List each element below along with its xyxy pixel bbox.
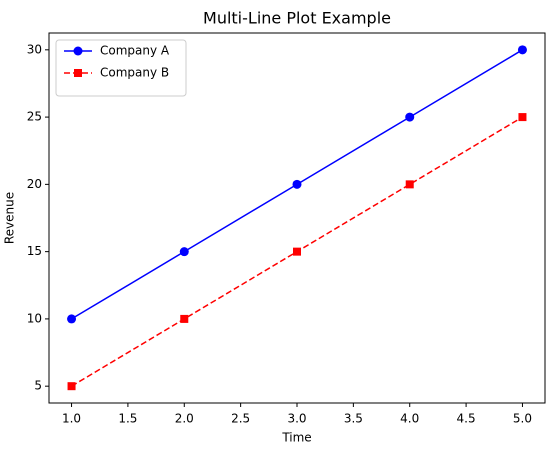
marker [179, 247, 189, 257]
x-tick-label: 4.5 [457, 412, 476, 426]
marker [292, 179, 302, 189]
legend-marker [73, 46, 83, 56]
y-tick-label: 5 [34, 379, 42, 393]
marker [405, 180, 414, 189]
y-tick-label: 25 [27, 110, 42, 124]
marker [293, 247, 301, 256]
marker [518, 113, 527, 122]
legend-marker [74, 69, 82, 77]
x-tick-label: 2.0 [175, 412, 194, 426]
x-tick-label: 3.0 [287, 412, 306, 426]
x-tick-label: 4.0 [400, 412, 419, 426]
y-tick-label: 20 [27, 177, 42, 191]
y-axis-label: Revenue [3, 192, 17, 244]
marker [180, 314, 189, 323]
legend-label: Company B [100, 66, 169, 80]
marker [67, 314, 77, 324]
legend: Company A Company B [55, 39, 187, 97]
x-axis-label: Time [281, 431, 311, 445]
y-tick-label: 10 [27, 311, 42, 325]
plot-frame [48, 32, 546, 404]
legend-box [55, 39, 187, 97]
x-tick-label: 1.5 [118, 412, 137, 426]
legend-label: Company A [100, 44, 170, 58]
y-tick-label: 30 [27, 42, 42, 56]
x-tick-label: 1.0 [62, 412, 81, 426]
x-tick-label: 5.0 [513, 412, 532, 426]
x-tick-label: 2.5 [231, 412, 250, 426]
y-tick-label: 15 [27, 244, 42, 258]
chart-title: Multi-Line Plot Example [203, 9, 391, 28]
x-tick-label: 3.5 [344, 412, 363, 426]
marker [517, 45, 527, 55]
marker [405, 112, 415, 122]
marker [67, 382, 76, 391]
